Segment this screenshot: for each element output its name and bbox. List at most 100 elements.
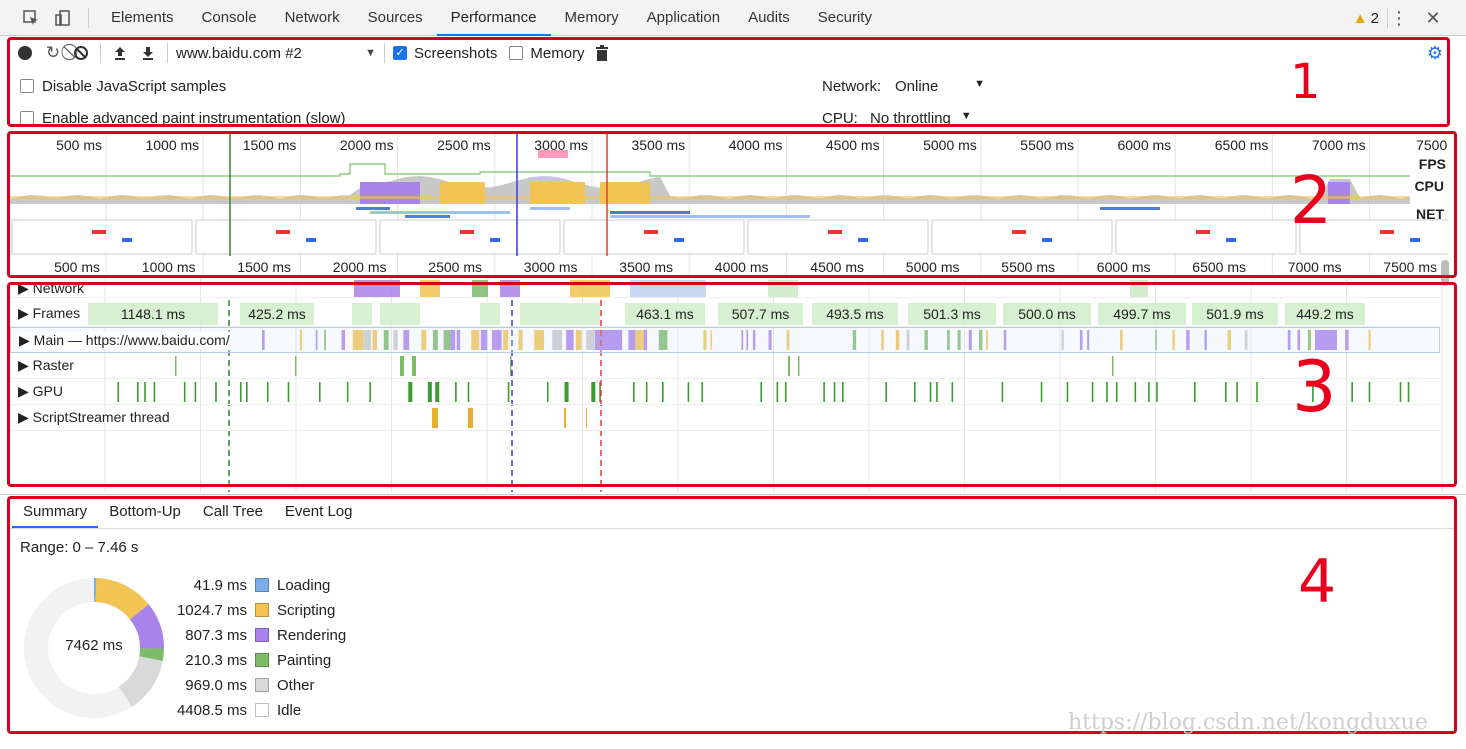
main-thread-task[interactable] — [1297, 330, 1301, 350]
main-thread-task[interactable] — [1172, 330, 1175, 350]
gpu-task[interactable] — [455, 382, 457, 402]
main-thread-task[interactable] — [315, 330, 318, 350]
main-thread-task[interactable] — [586, 330, 595, 350]
main-thread-task[interactable] — [1079, 330, 1083, 350]
gpu-task[interactable] — [1066, 382, 1069, 402]
main-thread-task[interactable] — [1061, 330, 1064, 350]
main-thread-task[interactable] — [383, 330, 389, 350]
tab-sources[interactable]: Sources — [367, 8, 423, 26]
main-thread-task[interactable] — [957, 330, 961, 350]
main-thread-task[interactable] — [710, 330, 713, 350]
gpu-task[interactable] — [546, 382, 549, 402]
main-thread-task[interactable] — [352, 330, 364, 350]
main-thread-task[interactable] — [978, 330, 983, 350]
screenshot-thumbnail[interactable] — [1115, 219, 1297, 255]
gpu-task[interactable] — [507, 382, 510, 402]
main-thread-task[interactable] — [432, 330, 438, 350]
gpu-task[interactable] — [153, 382, 156, 402]
gpu-task[interactable] — [1106, 382, 1108, 402]
screenshots-checkbox[interactable]: ✓ — [393, 46, 407, 60]
main-thread-task[interactable] — [324, 330, 326, 350]
gpu-task[interactable] — [427, 382, 432, 402]
frame-block[interactable]: 507.7 ms — [718, 303, 803, 325]
gpu-task[interactable] — [369, 382, 371, 402]
main-thread-task[interactable] — [1287, 330, 1291, 350]
gpu-task[interactable] — [1256, 382, 1258, 402]
scriptstreamer-task[interactable] — [564, 408, 566, 428]
main-thread-task[interactable] — [575, 330, 582, 350]
main-thread-task[interactable] — [471, 330, 480, 350]
main-thread-task[interactable] — [1307, 330, 1311, 350]
reload-record-icon[interactable]: ↻ — [45, 43, 61, 62]
main-thread-task[interactable] — [768, 330, 772, 350]
gpu-task[interactable] — [936, 382, 938, 402]
gpu-task[interactable] — [841, 382, 844, 402]
main-thread-task[interactable] — [1087, 330, 1090, 350]
raster-task[interactable] — [798, 356, 800, 376]
main-thread-task[interactable] — [658, 330, 668, 350]
gpu-task[interactable] — [1351, 382, 1353, 402]
gpu-task[interactable] — [823, 382, 825, 402]
scriptstreamer-task[interactable] — [432, 408, 438, 428]
frame-block-small[interactable] — [380, 303, 420, 325]
timeline-overview[interactable]: 500 ms 1000 ms 1500 ms 2000 ms 2500 ms 3000 m… — [10, 134, 1448, 278]
tab-memory[interactable]: Memory — [564, 8, 619, 26]
frame-block[interactable]: 449.2 ms — [1285, 303, 1365, 325]
vertical-scrollbar-thumb[interactable] — [1441, 260, 1449, 286]
main-thread-task[interactable] — [1368, 330, 1371, 350]
tab-performance[interactable]: Performance — [436, 0, 551, 36]
details-tab-summary[interactable]: Summary — [12, 498, 99, 528]
main-thread-task[interactable] — [703, 330, 707, 350]
tab-audits[interactable]: Audits — [748, 8, 790, 26]
track-scriptstreamer[interactable]: ▶ ScriptStreamer thread — [10, 405, 1440, 431]
frame-block[interactable]: 463.1 ms — [625, 303, 705, 325]
gpu-task[interactable] — [1399, 382, 1402, 402]
track-network[interactable]: ▶ Network — [10, 278, 1440, 298]
main-thread-task[interactable] — [1003, 330, 1007, 350]
main-thread-task[interactable] — [852, 330, 857, 350]
save-profile-icon[interactable] — [137, 42, 159, 64]
scriptstreamer-task[interactable] — [586, 408, 587, 428]
main-thread-task[interactable] — [480, 330, 488, 350]
frame-block-small[interactable] — [520, 303, 560, 325]
gpu-task[interactable] — [246, 382, 248, 402]
paint-instrumentation-checkbox[interactable] — [20, 111, 34, 125]
main-thread-task[interactable] — [635, 330, 645, 350]
network-throttle-select[interactable]: Online ▼ — [895, 77, 985, 95]
gpu-task[interactable] — [564, 382, 569, 402]
gpu-task[interactable] — [951, 382, 954, 402]
screenshot-thumbnail[interactable] — [931, 219, 1113, 255]
main-thread-task[interactable] — [786, 330, 790, 350]
gpu-task[interactable] — [1115, 382, 1118, 402]
memory-checkbox[interactable] — [509, 46, 524, 60]
track-main[interactable]: ▶ Main — https://www.baidu.com/ — [10, 327, 1440, 353]
frame-block[interactable]: 501.3 ms — [908, 303, 996, 325]
gpu-task[interactable] — [346, 382, 349, 402]
main-thread-task[interactable] — [372, 330, 377, 350]
gpu-task[interactable] — [599, 382, 601, 402]
flame-chart[interactable]: 500 ms 1000 ms 1500 ms 2000 ms 2500 ms 3000 m… — [0, 256, 1466, 492]
details-tab-call-tree[interactable]: Call Tree — [202, 503, 263, 520]
frame-block[interactable]: 500.0 ms — [1003, 303, 1091, 325]
frame-block-small[interactable] — [352, 303, 372, 325]
gpu-task[interactable] — [1040, 382, 1043, 402]
frame-block[interactable]: 493.5 ms — [812, 303, 898, 325]
close-icon[interactable]: ✕ — [1425, 7, 1441, 28]
screenshot-thumbnail[interactable] — [563, 219, 745, 255]
frame-block-small[interactable] — [560, 303, 600, 325]
gpu-task[interactable] — [239, 382, 242, 402]
gpu-task[interactable] — [662, 382, 664, 402]
main-thread-task[interactable] — [299, 330, 303, 350]
screenshot-thumbnail[interactable] — [1299, 219, 1448, 255]
gpu-task[interactable] — [318, 382, 321, 402]
frame-block-small[interactable] — [480, 303, 500, 325]
main-thread-task[interactable] — [604, 330, 613, 350]
scriptstreamer-task[interactable] — [468, 408, 473, 428]
gpu-task[interactable] — [1148, 382, 1150, 402]
main-thread-task[interactable] — [1345, 330, 1349, 350]
cpu-throttle-select[interactable]: No throttling ▼ — [870, 109, 972, 127]
main-thread-task[interactable] — [534, 330, 545, 350]
frame-block[interactable]: 425.2 ms — [240, 303, 314, 325]
main-thread-task[interactable] — [1244, 330, 1248, 350]
main-thread-task[interactable] — [403, 330, 410, 350]
